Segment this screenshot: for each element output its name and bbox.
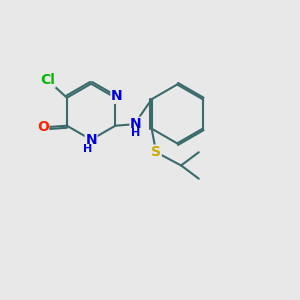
- Text: H: H: [131, 128, 141, 138]
- Text: Cl: Cl: [40, 73, 55, 87]
- Text: N: N: [130, 117, 142, 131]
- Text: H: H: [83, 143, 92, 154]
- Text: O: O: [37, 120, 49, 134]
- Text: N: N: [85, 133, 97, 147]
- Text: N: N: [111, 89, 123, 103]
- Text: S: S: [151, 145, 161, 159]
